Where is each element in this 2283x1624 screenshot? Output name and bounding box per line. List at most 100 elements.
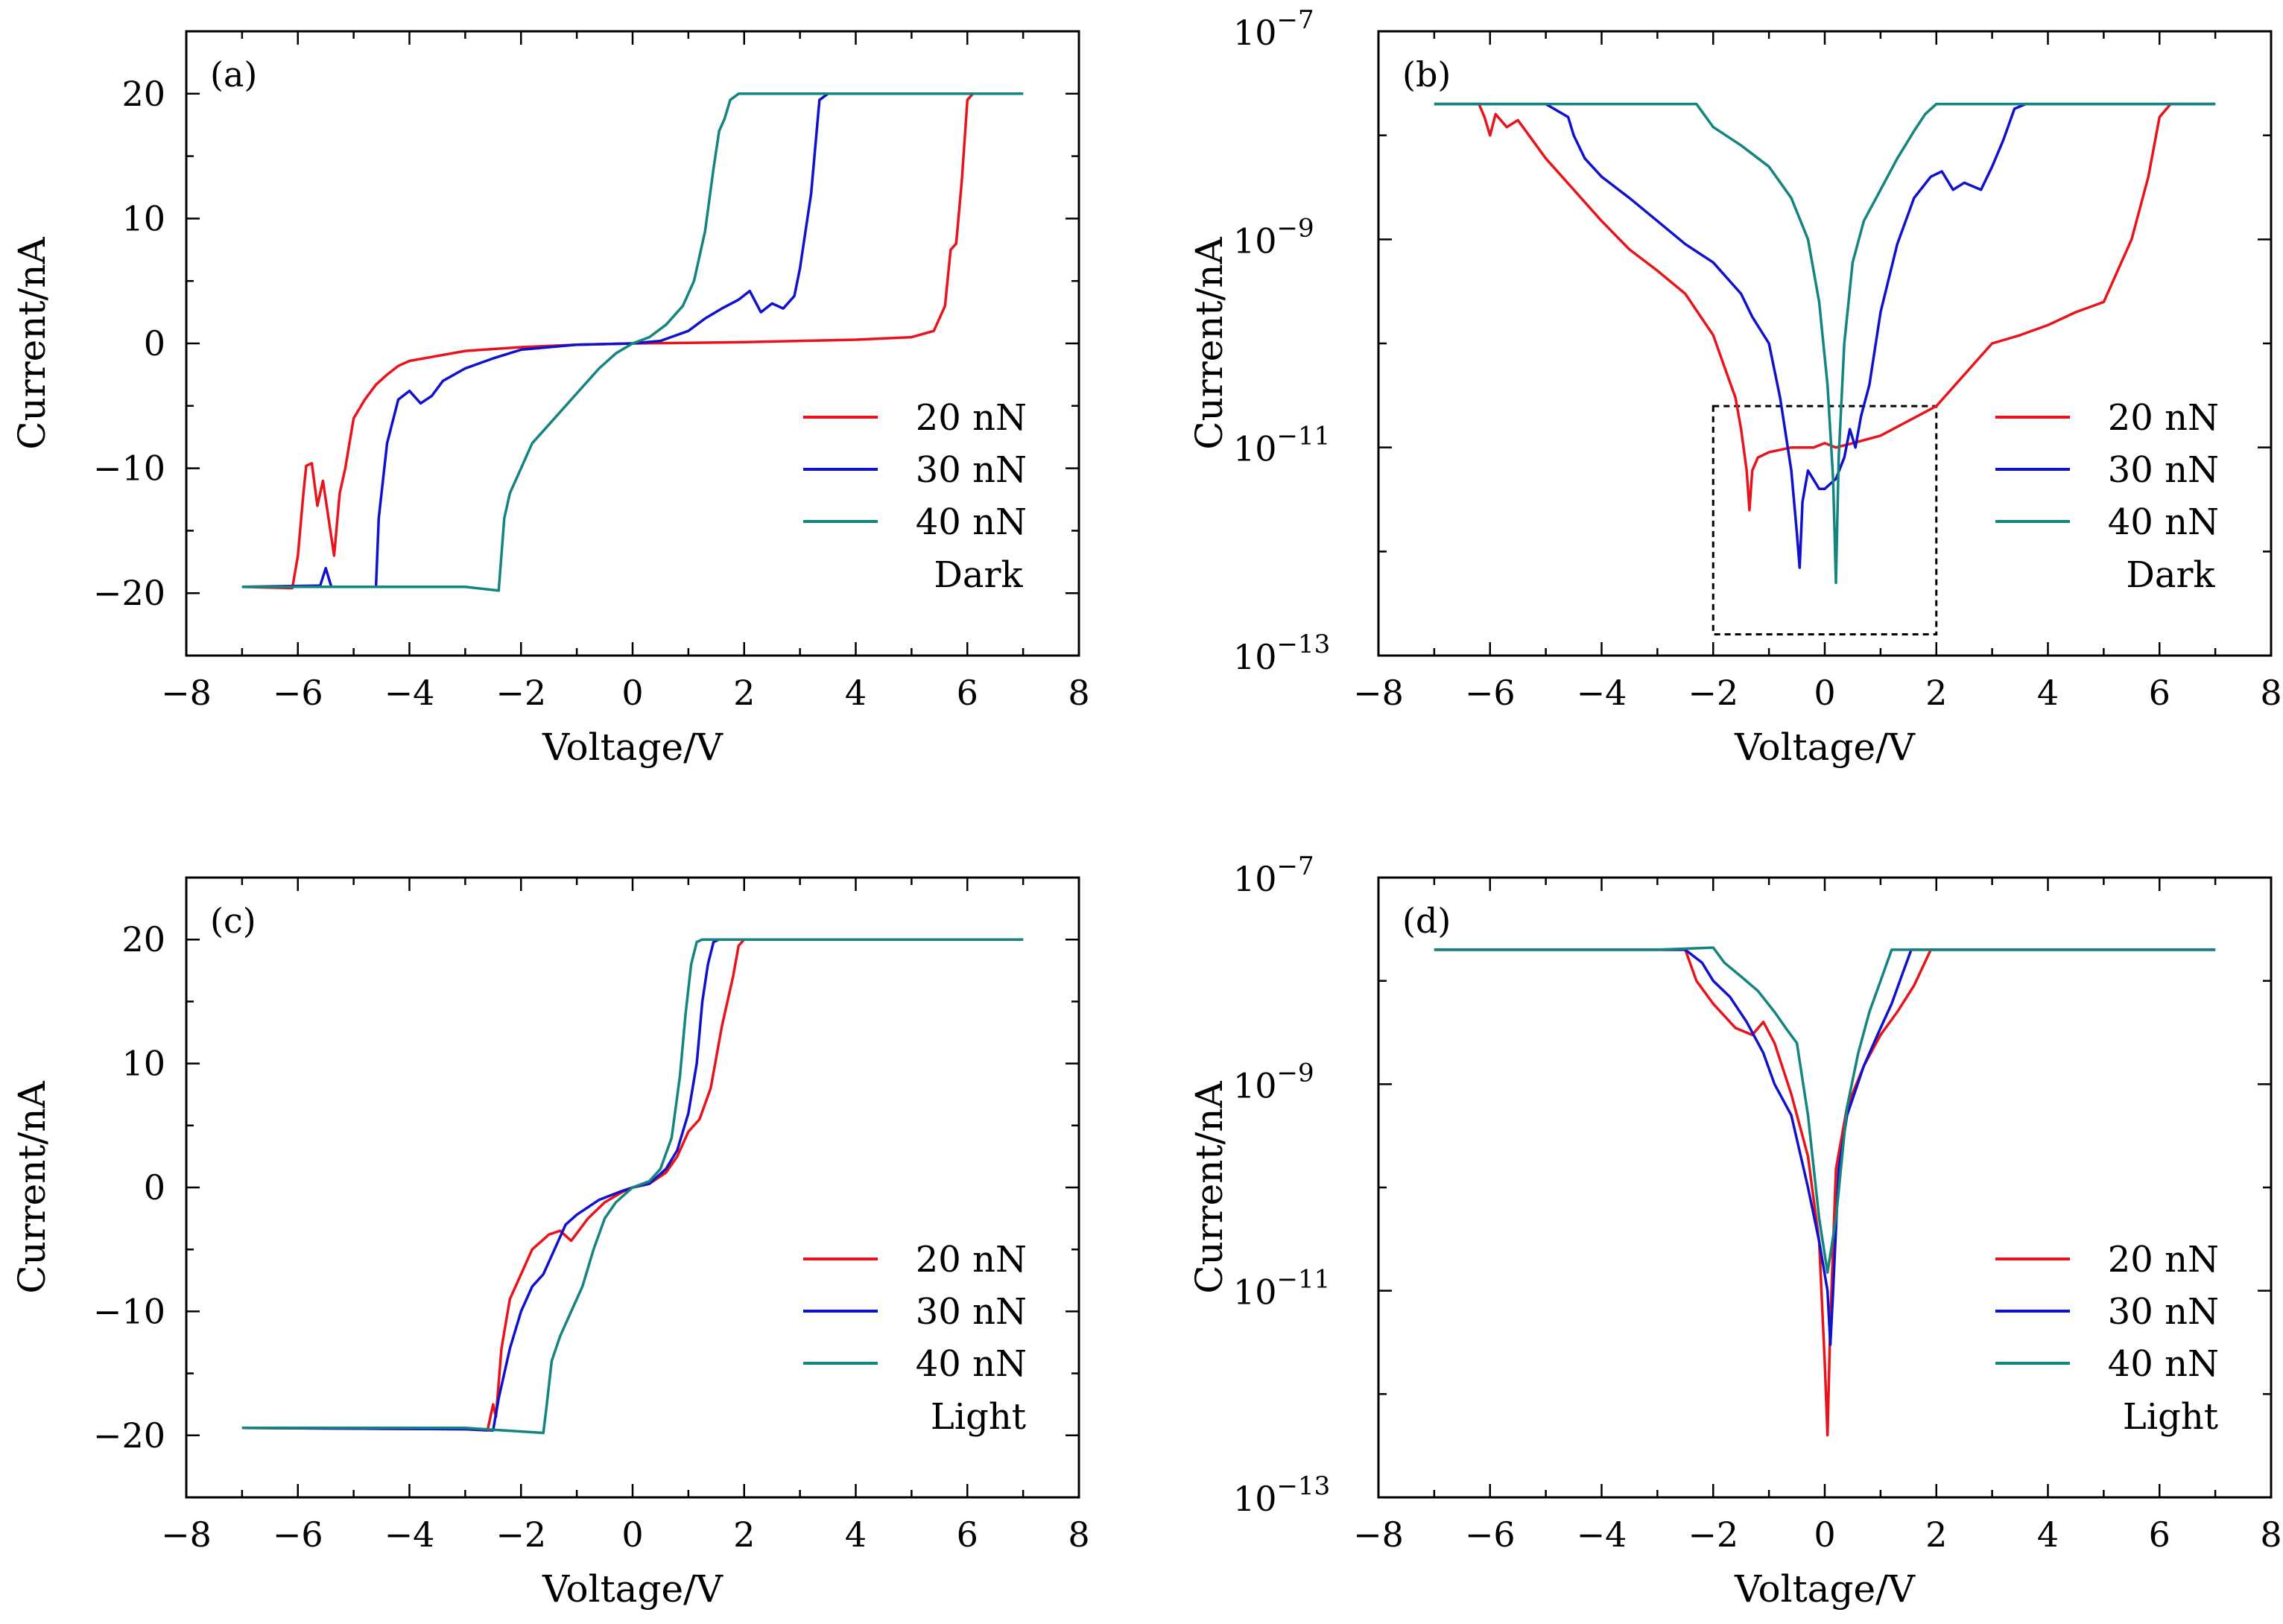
x-tick-label: 6	[2149, 673, 2170, 713]
series-line-40-nN	[241, 938, 1024, 1435]
y-tick-label: 10−13	[1233, 1471, 1330, 1519]
y-tick-label: −10	[93, 1291, 165, 1331]
x-axis-label: Voltage/V	[542, 726, 723, 769]
x-tick-label: 4	[2037, 1514, 2059, 1555]
legend-entry: 20 nN	[916, 1239, 1027, 1281]
legend-entry: 30 nN	[2108, 449, 2219, 491]
legend-condition-label: Light	[2123, 1396, 2218, 1438]
y-tick-label: 20	[121, 74, 165, 114]
x-axis-label: Voltage/V	[542, 1567, 723, 1611]
y-axis-label: Current/nA	[10, 236, 54, 449]
legend-entry: 40 nN	[2108, 501, 2219, 543]
x-tick-label: −2	[1688, 673, 1738, 713]
y-tick-label: 10−9	[1233, 213, 1314, 261]
x-tick-label: 2	[733, 1514, 755, 1555]
y-tick-label: −20	[93, 1415, 165, 1456]
x-tick-label: −6	[273, 673, 323, 713]
x-tick-label: −8	[1353, 673, 1404, 713]
x-tick-label: 2	[1925, 1514, 1947, 1555]
x-tick-label: 0	[1814, 673, 1835, 713]
panel-label: (c)	[210, 901, 256, 941]
x-tick-label: 4	[845, 1514, 867, 1555]
y-tick-label: 10	[121, 198, 165, 238]
y-tick-label: 0	[144, 323, 165, 364]
x-tick-label: −6	[1465, 673, 1516, 713]
x-tick-label: 0	[1814, 1514, 1835, 1555]
panel-label: (a)	[210, 54, 257, 95]
x-tick-label: 6	[957, 673, 978, 713]
y-tick-label: 0	[144, 1167, 165, 1208]
y-axis-label: Current/nA	[1188, 1080, 1231, 1293]
series-group	[241, 938, 1024, 1435]
x-tick-label: 8	[2260, 673, 2282, 713]
y-tick-label: 10−7	[1233, 851, 1314, 899]
series-group	[241, 92, 1024, 592]
legend-entry: 40 nN	[916, 1343, 1027, 1385]
x-tick-label: 6	[957, 1514, 978, 1555]
y-tick-label: 10−13	[1233, 629, 1330, 677]
series-line-40-nN	[241, 92, 1024, 592]
panel-label: (d)	[1402, 901, 1451, 941]
legend-entry: 40 nN	[2108, 1343, 2219, 1385]
x-tick-label: −6	[273, 1514, 323, 1555]
legend-condition-label: Dark	[2126, 554, 2215, 596]
x-tick-label: 2	[1925, 673, 1947, 713]
legend-condition-label: Light	[931, 1396, 1026, 1438]
y-axis-label: Current/nA	[10, 1080, 54, 1293]
panel-c: −8 −6 −4 −2 0 2 4 6 8−20−1001020Voltage/VCurrent…	[10, 876, 1090, 1611]
series-line-40-nN	[1434, 102, 2216, 585]
x-tick-label: −8	[1353, 1514, 1404, 1555]
panel-a: −8 −6 −4 −2 0 2 4 6 8−20−1001020Voltage/VCurrent…	[10, 30, 1090, 769]
x-axis-label: Voltage/V	[1734, 1567, 1916, 1611]
x-tick-label: −2	[1688, 1514, 1738, 1555]
series-line-30-nN	[1434, 948, 2216, 1346]
y-tick-label: 10−7	[1233, 5, 1314, 53]
legend-entry: 30 nN	[916, 1291, 1027, 1333]
series-line-30-nN	[241, 938, 1024, 1432]
legend-entry: 30 nN	[2108, 1291, 2219, 1333]
series-line-40-nN	[1434, 946, 2216, 1274]
x-tick-label: −8	[161, 1514, 212, 1555]
x-tick-label: 6	[2149, 1514, 2170, 1555]
x-axis-label: Voltage/V	[1734, 726, 1916, 769]
x-tick-label: −4	[384, 1514, 435, 1555]
x-tick-label: 8	[2260, 1514, 2282, 1555]
legend-entry: 40 nN	[916, 501, 1027, 543]
x-tick-label: −4	[1577, 673, 1627, 713]
y-tick-label: 20	[121, 919, 165, 960]
legend-entry: 20 nN	[916, 397, 1027, 439]
series-line-20-nN	[1434, 102, 2216, 512]
series-line-20-nN	[1434, 948, 2216, 1437]
y-tick-label: 10−11	[1233, 1265, 1330, 1313]
y-tick-label: −10	[93, 448, 165, 489]
x-tick-label: 2	[733, 673, 755, 713]
panel-label: (b)	[1402, 54, 1451, 95]
series-line-20-nN	[241, 92, 1024, 590]
x-tick-label: −8	[161, 673, 212, 713]
series-group	[1434, 102, 2216, 585]
x-tick-label: −2	[495, 1514, 546, 1555]
x-tick-label: −2	[495, 673, 546, 713]
x-tick-label: 4	[845, 673, 867, 713]
legend-entry: 30 nN	[916, 449, 1027, 491]
y-tick-label: −20	[93, 573, 165, 613]
y-axis-label: Current/nA	[1188, 236, 1231, 449]
y-tick-label: 10	[121, 1044, 165, 1084]
y-tick-label: 10−11	[1233, 422, 1330, 469]
series-line-30-nN	[241, 92, 1024, 589]
panel-b: −8 −6 −4 −2 0 2 4 6 8 10−13 10−11 10−9 10−7 Voltage/V…	[1188, 5, 2282, 769]
legend-entry: 20 nN	[2108, 1239, 2219, 1281]
x-tick-label: 0	[621, 1514, 643, 1555]
series-line-20-nN	[241, 938, 1024, 1432]
x-tick-label: 8	[1068, 1514, 1089, 1555]
series-line-30-nN	[1434, 102, 2216, 569]
x-tick-label: 0	[621, 673, 643, 713]
panel-d: −8 −6 −4 −2 0 2 4 6 8 10−13 10−11 10−9 10−7 Voltage/V…	[1188, 851, 2282, 1611]
x-tick-label: 4	[2037, 673, 2059, 713]
series-group	[1434, 946, 2216, 1437]
x-tick-label: −4	[384, 673, 435, 713]
y-tick-label: 10−9	[1233, 1058, 1314, 1106]
x-tick-label: −4	[1577, 1514, 1627, 1555]
x-tick-label: −6	[1465, 1514, 1516, 1555]
